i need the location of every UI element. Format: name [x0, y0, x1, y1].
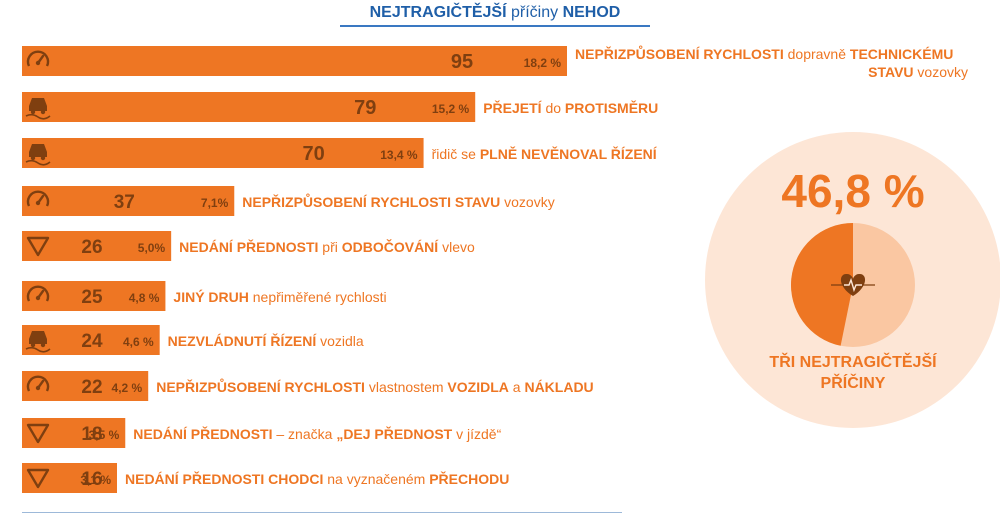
pie-slice — [790, 223, 853, 346]
bar-percent-label: 15,2 % — [432, 102, 470, 116]
bar-value-label: 95 — [451, 51, 473, 73]
bar-percent-label: 4,8 % — [129, 291, 160, 305]
yield-sign-icon — [26, 236, 50, 257]
bar-row: 79 15,2 % PŘEJETÍ do PROTISMĚRU — [22, 92, 658, 122]
heart-icon — [831, 273, 875, 296]
bar-percent-label: 4,2 % — [112, 381, 143, 395]
bar — [22, 46, 567, 76]
category-label: NEDÁNÍ PŘEDNOSTI – značka „DEJ PŘEDNOST … — [133, 425, 501, 442]
bar-row: 95 18,2 % NEPŘIZPŮSOBENÍ RYCHLOSTI dopravn… — [22, 44, 968, 80]
bar-value-label: 18 — [81, 424, 102, 445]
category-label: NEPŘIZPŮSOBENÍ RYCHLOSTI STAVU vozovky — [242, 192, 554, 210]
skidding-car-icon — [25, 98, 51, 120]
bar-value-label: 37 — [114, 192, 135, 213]
category-label: JINÝ DRUH nepřiměřené rychlosti — [173, 288, 386, 305]
speedometer-icon — [26, 50, 50, 67]
bar-value-label: 70 — [302, 143, 324, 165]
bar-percent-label: 3,1 % — [80, 473, 111, 487]
summary-caption: TŘI NEJTRAGIČTĚJŠÍ PŘÍČINY — [728, 352, 978, 394]
divider — [22, 512, 622, 513]
yield-sign-icon — [26, 423, 50, 444]
bar-row: 25 4,8 % JINÝ DRUH nepřiměřené rychlosti — [22, 281, 387, 311]
category-label: NEPŘIZPŮSOBENÍ RYCHLOSTI vlastnostem VOZ… — [156, 377, 593, 395]
bar-row: 26 5,0% NEDÁNÍ PŘEDNOSTI při ODBOČOVÁNÍ vl… — [22, 231, 475, 261]
bar-value-label: 79 — [354, 97, 376, 119]
bar-row: 37 7,1% NEPŘIZPŮSOBENÍ RYCHLOSTI STAVU voz… — [22, 186, 555, 216]
bar-row: 183,5 % NEDÁNÍ PŘEDNOSTI – značka „DEJ PŘ… — [22, 418, 502, 448]
bar-row: 163,1 % NEDÁNÍ PŘEDNOSTI CHODCI na vyznač… — [22, 463, 509, 493]
bar-value-label: 22 — [81, 377, 102, 398]
speedometer-icon — [26, 190, 50, 207]
category-label: NEDÁNÍ PŘEDNOSTI při ODBOČOVÁNÍ vlevo — [179, 238, 475, 255]
bar — [22, 138, 424, 168]
bar-value-label: 16 — [81, 469, 102, 490]
bar-percent-label: 5,0% — [138, 241, 166, 255]
bar-row: 24 4,6 % NEZVLÁDNUTÍ ŘÍZENÍ vozidla — [22, 325, 364, 355]
bar — [22, 186, 235, 216]
skidding-car-icon — [25, 144, 51, 166]
summary-value: 46,8 % — [781, 165, 924, 217]
bar-row: 70 13,4 % řidič se PLNĚ NEVĚNOVAL ŘÍZENÍ — [22, 138, 658, 168]
skidding-car-icon — [25, 331, 51, 353]
speedometer-icon — [26, 285, 50, 302]
speedometer-icon — [26, 375, 50, 392]
bar-percent-label: 3,5 % — [89, 428, 120, 442]
bar-percent-label: 7,1% — [201, 196, 229, 210]
category-label: NEZVLÁDNUTÍ ŘÍZENÍ vozidla — [168, 332, 364, 349]
summary-caption-line1: TŘI NEJTRAGIČTĚJŠÍ — [769, 354, 937, 371]
category-label: NEPŘIZPŮSOBENÍ RYCHLOSTI dopravně TECHNI… — [575, 44, 953, 62]
bar-row: 22 4,2 % NEPŘIZPŮSOBENÍ RYCHLOSTI vlastnos… — [22, 371, 594, 401]
category-label: řidič se PLNĚ NEVĚNOVAL ŘÍZENÍ — [432, 145, 658, 162]
bar-value-label: 25 — [81, 287, 103, 308]
category-label: NEDÁNÍ PŘEDNOSTI CHODCI na vyznačeném PŘ… — [125, 470, 509, 487]
yield-sign-icon — [26, 468, 50, 489]
summary-badge: 46,8 % — [705, 132, 1000, 428]
bar-percent-label: 18,2 % — [524, 56, 562, 70]
category-label-line2: STAVU vozovky — [868, 64, 968, 80]
bar — [22, 92, 476, 122]
chart-title: NEJTRAGIČTĚJŠÍ příčiny NEHOD — [340, 4, 650, 27]
category-label: PŘEJETÍ do PROTISMĚRU — [483, 99, 658, 116]
summary-caption-line2: PŘÍČINY — [820, 375, 886, 392]
bar-value-label: 24 — [81, 331, 103, 352]
bar-percent-label: 4,6 % — [123, 335, 154, 349]
bar-percent-label: 13,4 % — [380, 148, 418, 162]
bar-value-label: 26 — [81, 237, 102, 258]
